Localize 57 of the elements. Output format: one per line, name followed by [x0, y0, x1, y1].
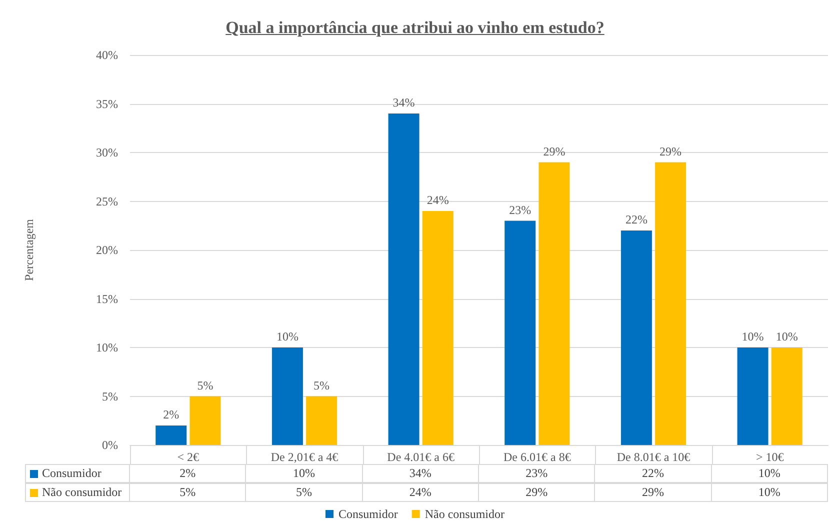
data-label: 29%: [595, 483, 712, 502]
legend-label: Não consumidor: [424, 507, 504, 521]
text: 5%: [314, 378, 330, 392]
text: 22%: [625, 212, 648, 226]
data-label: 23%: [479, 464, 596, 483]
data-label: 24%: [362, 483, 479, 502]
x-tick-label: De 8.01€ a 10€: [616, 450, 690, 464]
text: 10%: [276, 330, 298, 344]
bar: [655, 162, 686, 445]
x-tick-label: < 2€: [177, 450, 200, 464]
y-tick-label: 15%: [96, 292, 118, 306]
text: 10%: [742, 330, 764, 344]
bar: [156, 426, 187, 445]
x-tick-label: De 6.01€ a 8€: [504, 450, 571, 464]
text: Consumidor: [338, 507, 398, 521]
bar: [620, 230, 652, 445]
data-label: 10%: [712, 483, 828, 502]
bar: [504, 220, 536, 445]
x-tick-label: > 10€: [756, 450, 784, 464]
text: 29%: [543, 144, 566, 158]
y-tick-label: 10%: [96, 340, 118, 354]
text: 34%: [392, 96, 415, 110]
data-label: 5%: [246, 483, 363, 502]
bar: [190, 396, 221, 445]
y-tick-label: 25%: [96, 194, 118, 208]
text: 23%: [509, 202, 532, 217]
y-tick-label: 30%: [96, 146, 118, 160]
text: 29%: [660, 144, 682, 158]
legend-label: Consumidor: [25, 464, 130, 483]
data-label: 10%: [712, 464, 828, 483]
bar: [388, 114, 420, 445]
data-label: 10%: [246, 464, 363, 483]
data-label: 22%: [595, 464, 712, 483]
text: Não consumidor: [42, 485, 122, 499]
bar: [422, 211, 454, 445]
x-tick-label: De 2,01€ a 4€: [270, 450, 338, 464]
bar: [771, 348, 802, 445]
bar: [272, 348, 303, 445]
text: 5%: [197, 378, 214, 392]
chart-title: Qual a importância que atribui ao vinho em estudo?: [224, 18, 606, 38]
y-tick-label: 5%: [102, 389, 118, 404]
bar: [306, 396, 338, 445]
y-axis-title: Percentagem: [22, 218, 36, 281]
data-label: 29%: [479, 483, 596, 502]
y-tick-label: 35%: [96, 96, 118, 111]
bar: [538, 162, 570, 445]
x-tick-label: De 4.01€ a 6€: [387, 450, 454, 464]
text: 10%: [776, 330, 798, 344]
text: 24%: [426, 193, 449, 207]
data-label: 5%: [130, 483, 246, 502]
y-tick-label: 40%: [96, 48, 118, 62]
bar: [737, 348, 768, 445]
data-label: 2%: [130, 464, 246, 483]
data-label: 34%: [362, 464, 479, 483]
text: 2%: [163, 408, 180, 422]
y-tick-label: 20%: [96, 243, 118, 257]
y-tick-label: 0%: [102, 438, 118, 452]
